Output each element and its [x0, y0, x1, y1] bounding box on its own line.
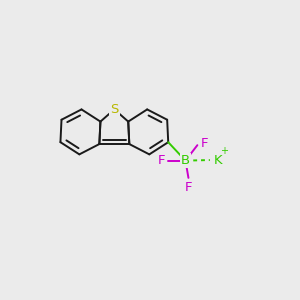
Text: +: +: [220, 146, 228, 157]
Text: F: F: [185, 181, 192, 194]
Text: B: B: [181, 154, 190, 167]
Text: F: F: [158, 154, 165, 167]
Text: F: F: [201, 137, 209, 151]
Text: K: K: [213, 154, 222, 166]
Text: S: S: [110, 103, 118, 116]
